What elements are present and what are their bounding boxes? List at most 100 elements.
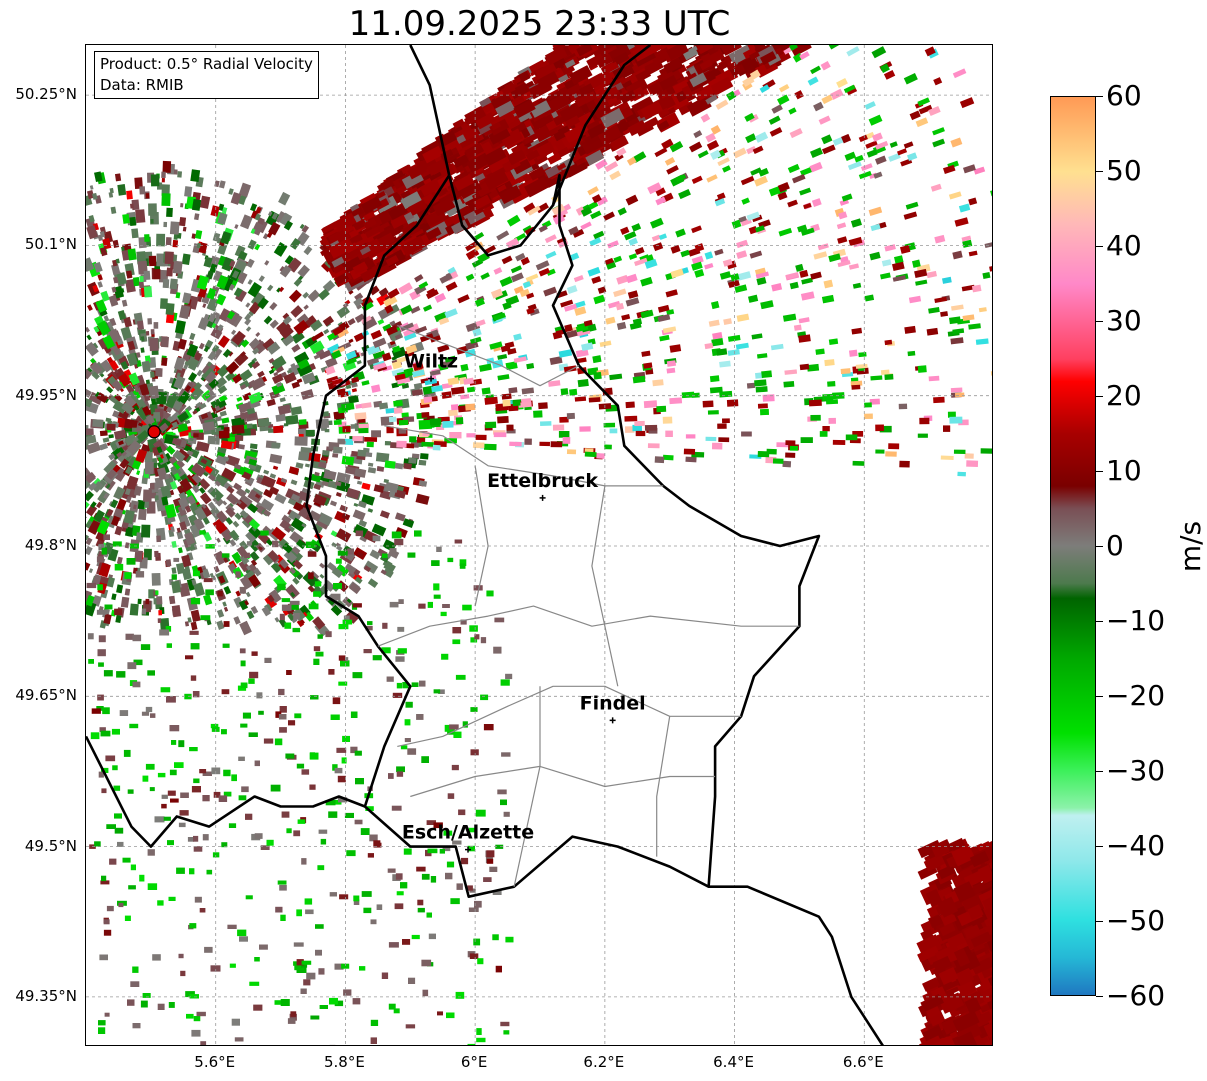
- radar-echo: [290, 406, 303, 416]
- radar-echo: [286, 369, 293, 374]
- radar-echo: [216, 364, 230, 378]
- radar-echo: [836, 222, 847, 230]
- radar-echo: [372, 535, 381, 542]
- radar-echo: [309, 340, 325, 355]
- radar-echo: [620, 226, 630, 235]
- radar-echo: [113, 467, 128, 482]
- radar-echo: [269, 1045, 276, 1046]
- radar-echo: [447, 793, 455, 799]
- radar-echo: [126, 439, 142, 456]
- radar-echo: [705, 436, 717, 442]
- radar-echo: [866, 149, 878, 158]
- radar-echo: [360, 828, 370, 835]
- radar-echo: [141, 360, 151, 373]
- radar-echo: [263, 509, 272, 517]
- colorbar-tick: [1096, 396, 1103, 397]
- radar-echo: [198, 478, 211, 490]
- radar-echo: [213, 329, 223, 340]
- radar-echo: [267, 284, 274, 292]
- radar-echo: [466, 386, 476, 393]
- radar-echo: [242, 392, 253, 401]
- radar-echo: [171, 574, 177, 580]
- radar-echo: [100, 359, 113, 373]
- radar-echo: [178, 547, 183, 554]
- radar-echo: [746, 65, 756, 74]
- radar-echo: [231, 1018, 240, 1026]
- radar-echo: [263, 488, 274, 499]
- radar-echo: [475, 434, 487, 441]
- radar-echo: [137, 499, 145, 510]
- radar-echo: [799, 187, 812, 196]
- radar-echo: [448, 409, 458, 417]
- radar-echo: [179, 478, 193, 493]
- radar-echo: [239, 575, 253, 590]
- radar-echo: [682, 45, 700, 61]
- radar-echo: [423, 304, 433, 312]
- radar-echo: [544, 234, 557, 244]
- radar-echo: [459, 563, 466, 569]
- radar-echo: [202, 303, 207, 308]
- radar-echo: [793, 324, 802, 331]
- radar-echo: [847, 161, 862, 171]
- radar-echo: [369, 285, 380, 296]
- radar-echo: [160, 485, 172, 500]
- radar-echo: [301, 769, 310, 775]
- radar-echo: [125, 466, 133, 475]
- colorbar-tick-label: 40: [1106, 229, 1142, 262]
- radar-echo: [119, 710, 129, 716]
- radar-echo: [389, 340, 396, 346]
- radar-echo: [795, 263, 804, 272]
- radar-echo: [310, 319, 323, 332]
- radar-echo: [350, 711, 358, 718]
- radar-echo: [254, 833, 263, 839]
- radar-echo: [231, 330, 246, 346]
- radar-echo: [86, 490, 94, 502]
- radar-echo: [184, 385, 192, 393]
- radar-echo: [713, 45, 725, 51]
- radar-echo: [245, 302, 251, 308]
- radar-echo: [161, 357, 168, 366]
- radar-echo: [86, 326, 90, 333]
- radar-echo: [740, 175, 755, 186]
- radar-echo: [191, 786, 201, 793]
- radar-echo: [214, 480, 221, 487]
- radar-echo: [932, 138, 946, 148]
- radar-echo: [992, 866, 993, 885]
- radar-echo: [268, 486, 280, 496]
- radar-echo: [512, 400, 521, 407]
- radar-echo: [98, 1020, 106, 1026]
- radar-echo: [627, 290, 639, 299]
- radar-echo: [387, 868, 396, 873]
- radar-echo: [467, 1043, 476, 1045]
- radar-echo: [392, 692, 403, 698]
- radar-echo: [170, 526, 175, 533]
- radar-echo: [125, 496, 132, 504]
- radar-echo: [229, 963, 236, 968]
- radar-echo: [221, 553, 230, 558]
- radar-echo: [199, 402, 207, 410]
- radar-echo: [711, 301, 720, 310]
- radar-echo: [782, 313, 797, 322]
- radar-echo: [464, 142, 485, 159]
- radar-echo: [201, 503, 207, 509]
- radar-echo: [260, 498, 275, 512]
- radar-echo: [241, 518, 252, 529]
- radar-echo: [407, 163, 427, 180]
- radar-echo: [585, 149, 605, 166]
- radar-echo: [96, 556, 104, 563]
- radar-echo: [221, 207, 228, 214]
- radar-echo: [169, 221, 180, 235]
- radar-echo: [810, 271, 822, 280]
- radar-echo: [122, 857, 131, 863]
- radar-echo: [389, 601, 399, 608]
- radar-echo: [851, 384, 861, 390]
- radar-echo: [108, 191, 114, 198]
- radar-echo: [97, 337, 109, 350]
- radar-echo: [714, 248, 724, 256]
- radar-echo: [456, 883, 463, 890]
- radar-echo: [722, 418, 730, 424]
- radar-echo: [155, 368, 162, 377]
- radar-echo: [962, 314, 975, 321]
- radar-map[interactable]: Wiltz Ettelbruck Findel Esch/Alzette: [85, 44, 993, 1046]
- graticule: [86, 45, 992, 1045]
